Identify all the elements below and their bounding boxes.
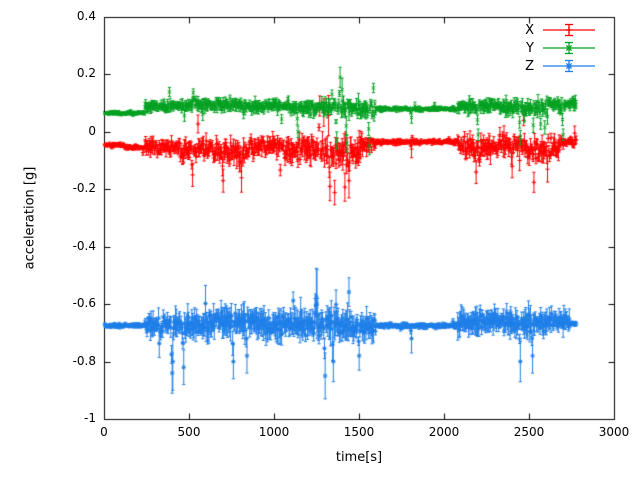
legend-entry-y: Y [516, 39, 598, 57]
legend-label: Y [526, 40, 534, 56]
legend-label: Z [525, 58, 534, 74]
y-tick-label: -1 [84, 411, 96, 425]
x-tick-label: 3000 [598, 425, 630, 439]
x-tick-label: 2500 [513, 425, 545, 439]
y-tick-label: -0.6 [72, 296, 96, 311]
legend-sample-cross-icon [543, 41, 595, 55]
legend-sample-star-icon [543, 59, 595, 73]
y-tick-label: -0.8 [72, 353, 96, 368]
x-axis-label: time[s] [335, 450, 383, 465]
x-tick-label: 1000 [258, 425, 290, 439]
x-tick-label: 0 [100, 425, 108, 439]
y-tick-label: 0.4 [76, 9, 96, 23]
legend-entry-z: Z [516, 57, 598, 75]
y-tick-label: -0.2 [72, 181, 96, 196]
y-tick-label: 0.2 [76, 66, 96, 81]
legend-entry-x: X [516, 21, 598, 39]
y-tick-label: -0.4 [72, 238, 96, 253]
x-tick-label: 1500 [343, 425, 375, 439]
legend-label: X [525, 22, 534, 38]
legend-sample-plus-icon [543, 23, 595, 37]
x-tick-label: 500 [177, 425, 201, 439]
y-tick-label: 0 [88, 123, 96, 138]
x-tick-label: 2000 [428, 425, 460, 439]
